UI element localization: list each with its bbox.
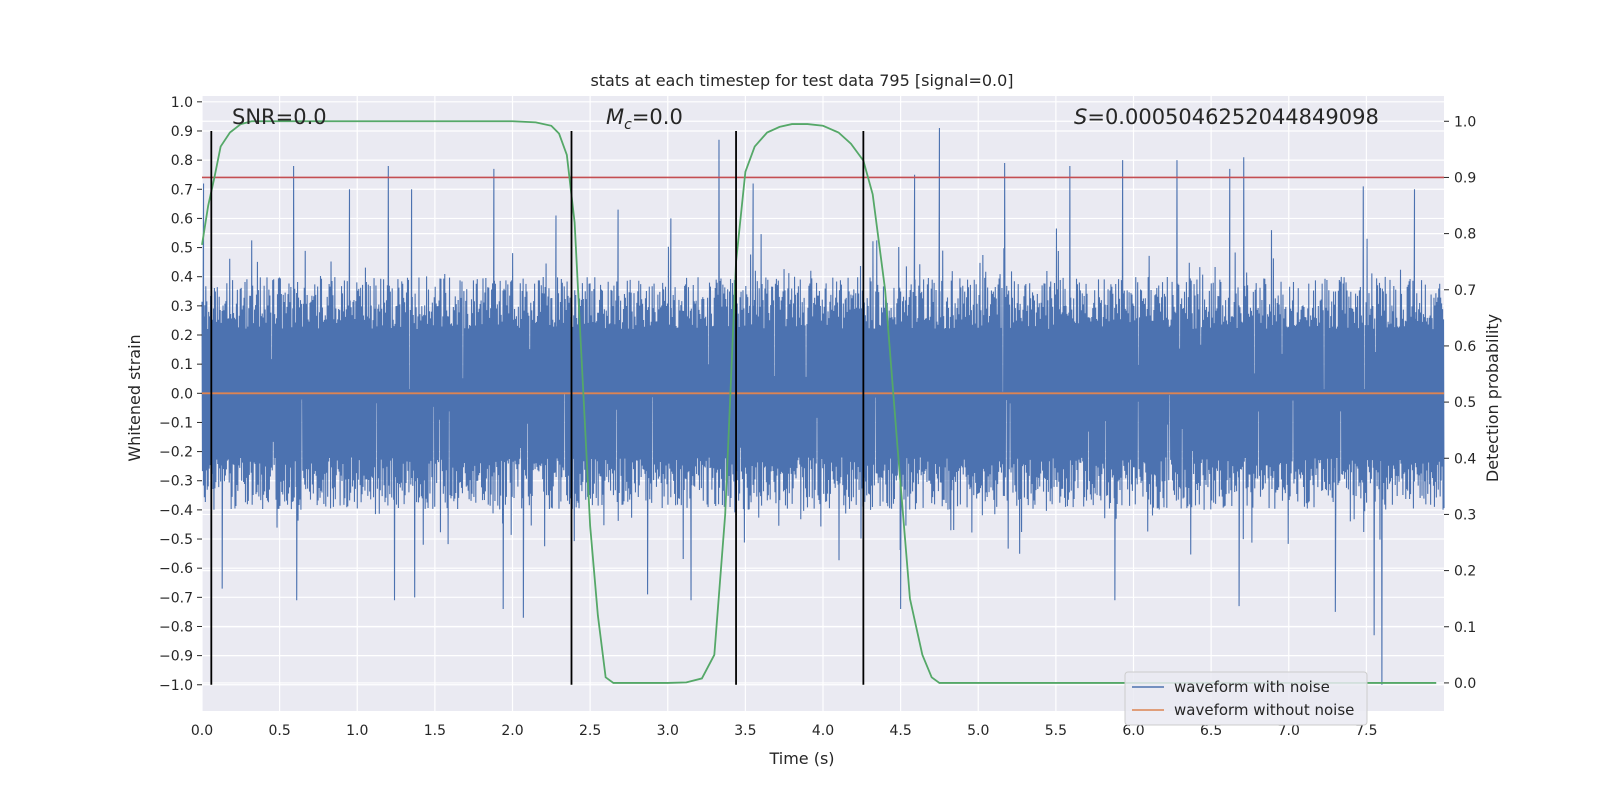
y-axis-label: Whitened strain xyxy=(125,334,144,461)
y-tick-label: 0.0 xyxy=(171,386,193,402)
x-tick-label: 5.5 xyxy=(1045,723,1067,739)
y-tick-label: 0.8 xyxy=(171,153,193,169)
y2-tick-label: 0.0 xyxy=(1454,676,1476,692)
legend-label-waveform-with-noise: waveform with noise xyxy=(1174,678,1330,696)
y2-tick-label: 0.8 xyxy=(1454,227,1476,243)
legend: waveform with noise waveform without noi… xyxy=(1124,671,1368,726)
y-tick-label: 0.1 xyxy=(171,357,193,373)
x-tick-label: 2.0 xyxy=(501,723,523,739)
y2-tick-label: 0.7 xyxy=(1454,283,1476,299)
y-axis-ticks: 1.0 0.9 0.8 0.7 0.6 0.5 0.4 0.3 0.2 0.1 0.0 −0.1 −0.… xyxy=(159,95,202,694)
x-axis-label: Time (s) xyxy=(768,749,834,768)
y-tick-label: 0.2 xyxy=(171,328,193,344)
x-tick-label: 1.0 xyxy=(346,723,368,739)
y2-tick-label: 0.3 xyxy=(1454,507,1476,523)
y2-tick-label: 0.5 xyxy=(1454,395,1476,411)
y-tick-label: −0.4 xyxy=(159,503,193,519)
x-tick-label: 7.0 xyxy=(1278,723,1300,739)
x-tick-label: 1.5 xyxy=(424,723,446,739)
x-tick-label: 6.0 xyxy=(1122,723,1144,739)
y-tick-label: 1.0 xyxy=(171,95,193,111)
y-tick-label: −0.2 xyxy=(159,445,193,461)
x-tick-label: 2.5 xyxy=(579,723,601,739)
y-tick-label: −0.9 xyxy=(159,649,193,665)
x-tick-label: 3.0 xyxy=(657,723,679,739)
y2-tick-label: 1.0 xyxy=(1454,114,1476,130)
y-tick-label: −0.8 xyxy=(159,619,193,635)
y2-tick-label: 0.2 xyxy=(1454,564,1476,580)
y2-tick-label: 0.4 xyxy=(1454,451,1476,467)
y-tick-label: −0.1 xyxy=(159,415,193,431)
x-axis-ticks: 0.0 0.5 1.0 1.5 2.0 2.5 3.0 3.5 4.0 4.5 5.0 5.5 6.0 6… xyxy=(191,723,1378,739)
x-tick-label: 0.5 xyxy=(268,723,290,739)
y-tick-label: −0.5 xyxy=(159,532,193,548)
series-waveform-with-noise xyxy=(201,128,1445,685)
y-tick-label: −0.6 xyxy=(159,561,193,577)
x-tick-label: 3.5 xyxy=(734,723,756,739)
chirp-mass-value: =0.0 xyxy=(632,105,683,129)
y2-tick-label: 0.6 xyxy=(1454,339,1476,355)
y-tick-label: 0.6 xyxy=(171,211,193,227)
x-tick-label: 5.0 xyxy=(967,723,989,739)
x-tick-label: 4.0 xyxy=(812,723,834,739)
s-statistic-annotation: S=0.0005046252044849098 xyxy=(1074,105,1379,129)
y-tick-label: 0.9 xyxy=(171,124,193,140)
legend-label-waveform-without-noise: waveform without noise xyxy=(1174,701,1354,719)
y-tick-label: 0.5 xyxy=(171,241,193,257)
y-tick-label: −0.7 xyxy=(159,590,193,606)
vertical-markers xyxy=(210,130,865,685)
x-tick-label: 0.0 xyxy=(191,723,213,739)
x-tick-label: 6.5 xyxy=(1200,723,1222,739)
detection-probability-line xyxy=(201,120,1437,684)
series-lines xyxy=(201,120,1444,684)
y2-tick-label: 0.1 xyxy=(1454,620,1476,636)
x-tick-label: 7.5 xyxy=(1355,723,1377,739)
waveform-with-noise-line xyxy=(201,128,1445,685)
y-tick-label: 0.4 xyxy=(171,270,193,286)
y-tick-label: 0.3 xyxy=(171,299,193,315)
y-tick-label: 0.7 xyxy=(171,182,193,198)
chart-title: stats at each timestep for test data 795… xyxy=(590,71,1013,90)
y2-axis-ticks: 1.0 0.9 0.8 0.7 0.6 0.5 0.4 0.3 0.2 0.1 0.0 xyxy=(1444,114,1476,692)
x-tick-label: 4.5 xyxy=(889,723,911,739)
chirp-mass-symbol: M xyxy=(606,105,624,129)
chirp-mass-subscript: c xyxy=(624,117,632,133)
chirp-mass-annotation: Mc=0.0 xyxy=(606,105,683,133)
s-statistic-symbol: S xyxy=(1074,105,1087,129)
snr-annotation: SNR=0.0 xyxy=(232,105,327,129)
s-statistic-value: =0.0005046252044849098 xyxy=(1087,105,1379,129)
y2-tick-label: 0.9 xyxy=(1454,170,1476,186)
y2-axis-label: Detection probability xyxy=(1483,314,1502,482)
legend-box xyxy=(1124,671,1368,726)
y-tick-label: −0.3 xyxy=(159,474,193,490)
y-tick-label: −1.0 xyxy=(159,678,193,694)
